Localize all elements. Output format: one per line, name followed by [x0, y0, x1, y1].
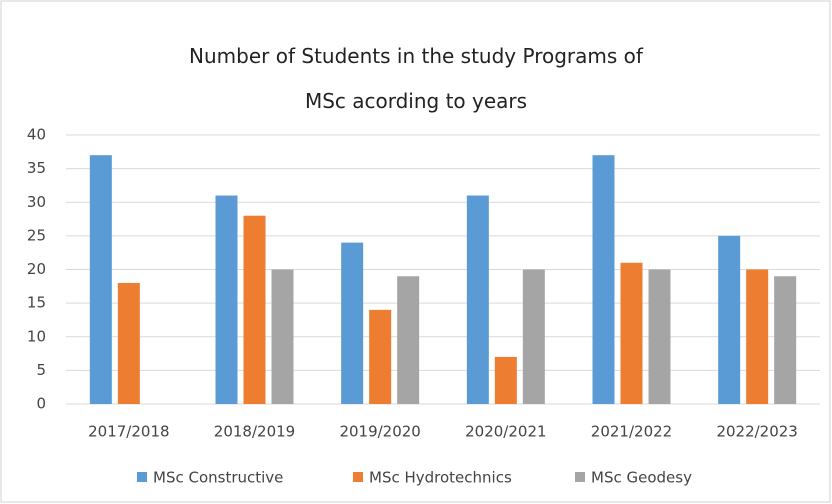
x-tick-label: 2018/2019	[214, 423, 295, 441]
bar	[466, 195, 489, 404]
legend-swatch	[353, 472, 363, 482]
x-tick-label: 2017/2018	[88, 423, 169, 441]
y-tick-label: 25	[27, 226, 46, 244]
y-tick-label: 10	[27, 327, 46, 345]
y-tick-label: 40	[27, 126, 46, 144]
y-tick-label: 5	[36, 361, 46, 379]
legend-label: MSc Constructive	[153, 469, 283, 487]
y-tick-label: 20	[27, 260, 46, 278]
y-tick-label: 30	[27, 193, 46, 211]
x-tick-label: 2022/2023	[716, 423, 797, 441]
bar	[718, 235, 741, 404]
bar	[648, 269, 671, 404]
bar	[89, 155, 112, 404]
legend-swatch	[575, 472, 585, 482]
bar	[592, 155, 615, 404]
x-tick-label: 2021/2022	[591, 423, 672, 441]
legend-swatch	[137, 472, 147, 482]
legend-label: MSc Hydrotechnics	[369, 469, 512, 487]
bar	[243, 215, 266, 404]
bar	[271, 269, 294, 404]
x-tick-label: 2020/2021	[465, 423, 546, 441]
bar	[369, 309, 392, 404]
bar	[774, 276, 797, 404]
bar	[397, 276, 420, 404]
y-tick-label: 15	[27, 294, 46, 312]
x-tick-label: 2019/2020	[339, 423, 420, 441]
bar	[117, 282, 140, 404]
y-tick-label: 35	[27, 159, 46, 177]
y-tick-label: 0	[36, 395, 46, 413]
bar	[620, 262, 643, 404]
bar	[215, 195, 238, 404]
chart-title: Number of Students in the study Programs…	[189, 44, 643, 113]
bar	[341, 242, 364, 404]
legend-label: MSc Geodesy	[591, 469, 692, 487]
bar	[746, 269, 769, 404]
bar	[522, 269, 545, 404]
bar	[494, 356, 517, 404]
